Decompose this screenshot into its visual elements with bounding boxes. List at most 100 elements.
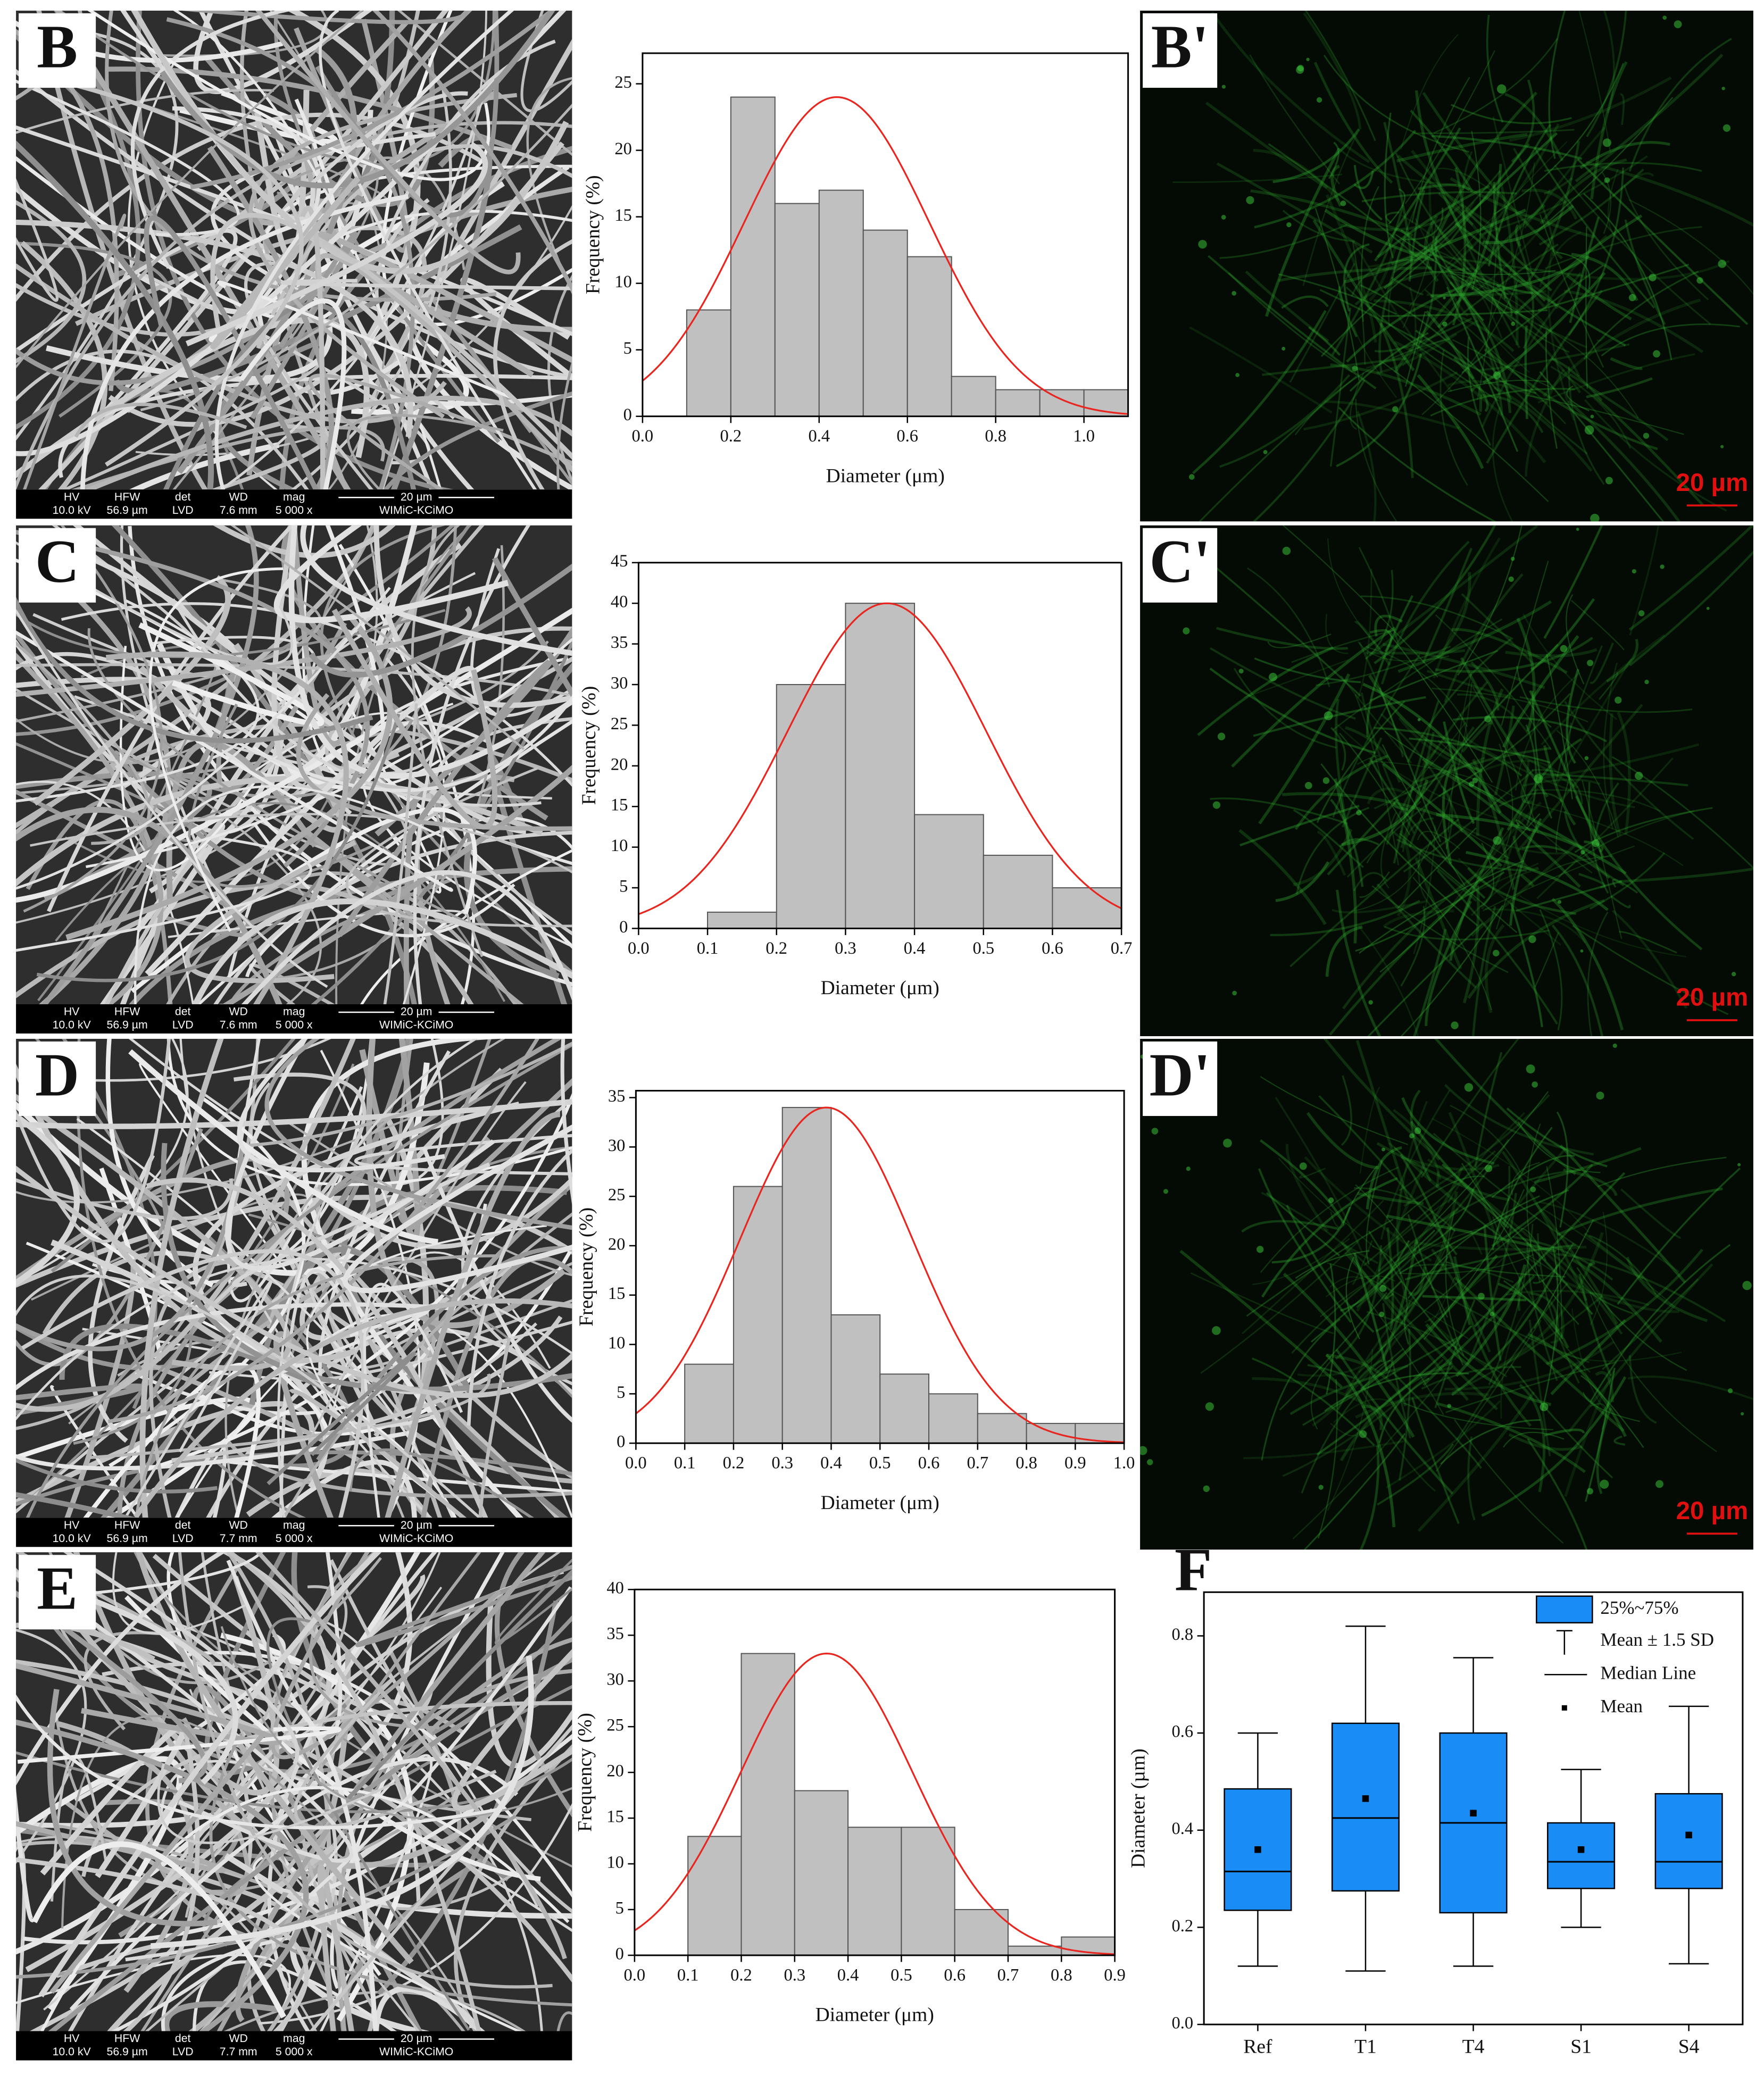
filament <box>1260 1166 1399 1273</box>
fiber <box>16 1128 203 1366</box>
fiber <box>373 1986 485 2031</box>
filament <box>1515 239 1535 349</box>
filament <box>1253 148 1340 202</box>
filament <box>1502 635 1579 748</box>
filament <box>1438 813 1567 855</box>
filament <box>1596 336 1605 342</box>
filament <box>1437 164 1502 328</box>
filament <box>1451 628 1568 674</box>
filament <box>1563 289 1704 354</box>
filament <box>1529 1292 1559 1348</box>
filament <box>1448 1112 1501 1248</box>
filament <box>1446 286 1519 452</box>
fiber <box>217 280 513 399</box>
filament <box>1417 184 1470 191</box>
filament <box>1545 1248 1703 1365</box>
fiber <box>267 1351 416 1486</box>
spot <box>1232 990 1237 996</box>
fiber <box>40 1786 570 2031</box>
filament <box>1618 931 1677 954</box>
fiber <box>157 1763 395 1844</box>
y-tick-label: 5 <box>619 877 628 896</box>
filament <box>1295 806 1370 895</box>
spot <box>1493 836 1502 845</box>
filament <box>1379 687 1442 843</box>
filament <box>1411 77 1470 223</box>
filament <box>1422 749 1437 766</box>
filament <box>1555 1277 1680 1313</box>
filament <box>1260 1076 1408 1145</box>
filament <box>1515 672 1580 791</box>
filament <box>1556 730 1619 838</box>
filament <box>1317 1379 1338 1539</box>
filament <box>1580 1375 1644 1448</box>
panel-label-box <box>19 1041 96 1116</box>
filament <box>1453 714 1468 746</box>
filament <box>1260 1139 1345 1224</box>
filament <box>1352 241 1453 393</box>
spot <box>1742 1281 1752 1290</box>
filament <box>1219 374 1351 468</box>
filament <box>1464 862 1539 897</box>
filament <box>1355 1391 1489 1419</box>
filament <box>1461 720 1493 753</box>
filament <box>1278 266 1433 282</box>
filament <box>1435 637 1593 673</box>
filaments <box>1140 1039 1753 1550</box>
filament <box>1450 177 1596 239</box>
spot <box>1649 273 1657 281</box>
fiber <box>223 1990 526 2031</box>
filament <box>1360 186 1379 322</box>
filament <box>1412 877 1492 1011</box>
filament <box>1399 1171 1424 1191</box>
filament <box>1335 699 1351 842</box>
filament <box>1382 1303 1411 1439</box>
filament <box>1312 1327 1408 1427</box>
filament <box>1520 279 1559 310</box>
filament <box>1575 54 1724 182</box>
fiber <box>46 320 333 382</box>
filament <box>1602 1278 1699 1370</box>
filament <box>1241 1220 1339 1233</box>
info-header: WD <box>229 1519 247 1531</box>
filament <box>1378 1207 1459 1272</box>
filament <box>1354 621 1391 666</box>
spot <box>1653 350 1660 358</box>
filament <box>1414 129 1575 135</box>
filament <box>1512 835 1540 871</box>
spot <box>1316 97 1322 103</box>
histogram-bar <box>781 1107 832 1444</box>
filament <box>1297 1343 1387 1377</box>
sem-image: HV HFW det WD mag 20 µm 10.0 kV 56.9 µm LVD 7.6 m… <box>16 525 572 1034</box>
filament <box>1302 132 1358 286</box>
filament <box>1376 332 1458 374</box>
filament <box>1378 236 1408 373</box>
fiber <box>222 764 572 1004</box>
fiber <box>16 1814 517 1979</box>
fiber <box>16 640 549 795</box>
filament <box>1425 310 1475 380</box>
fiber <box>16 1492 137 1518</box>
filament <box>1410 1089 1432 1182</box>
filament <box>1435 812 1510 859</box>
spot <box>1596 1091 1604 1100</box>
filament <box>1577 158 1749 326</box>
filament <box>1278 273 1397 315</box>
fiber <box>556 360 572 490</box>
filament <box>1350 372 1364 430</box>
filament <box>1445 1361 1617 1413</box>
filament <box>1427 1158 1582 1289</box>
filament <box>1433 38 1558 134</box>
filament <box>1480 394 1544 434</box>
y-tick-label: 40 <box>611 593 628 612</box>
fiber <box>109 1097 306 1468</box>
fiber <box>290 85 452 490</box>
filament <box>1432 1118 1590 1233</box>
filament <box>1430 1286 1590 1363</box>
histogram-bar <box>845 603 916 929</box>
spot <box>1368 1000 1373 1005</box>
fibers <box>16 525 572 1004</box>
y-tick-label: 0.4 <box>1172 1819 1194 1838</box>
spot <box>1530 1186 1536 1193</box>
filament <box>1393 1109 1442 1180</box>
